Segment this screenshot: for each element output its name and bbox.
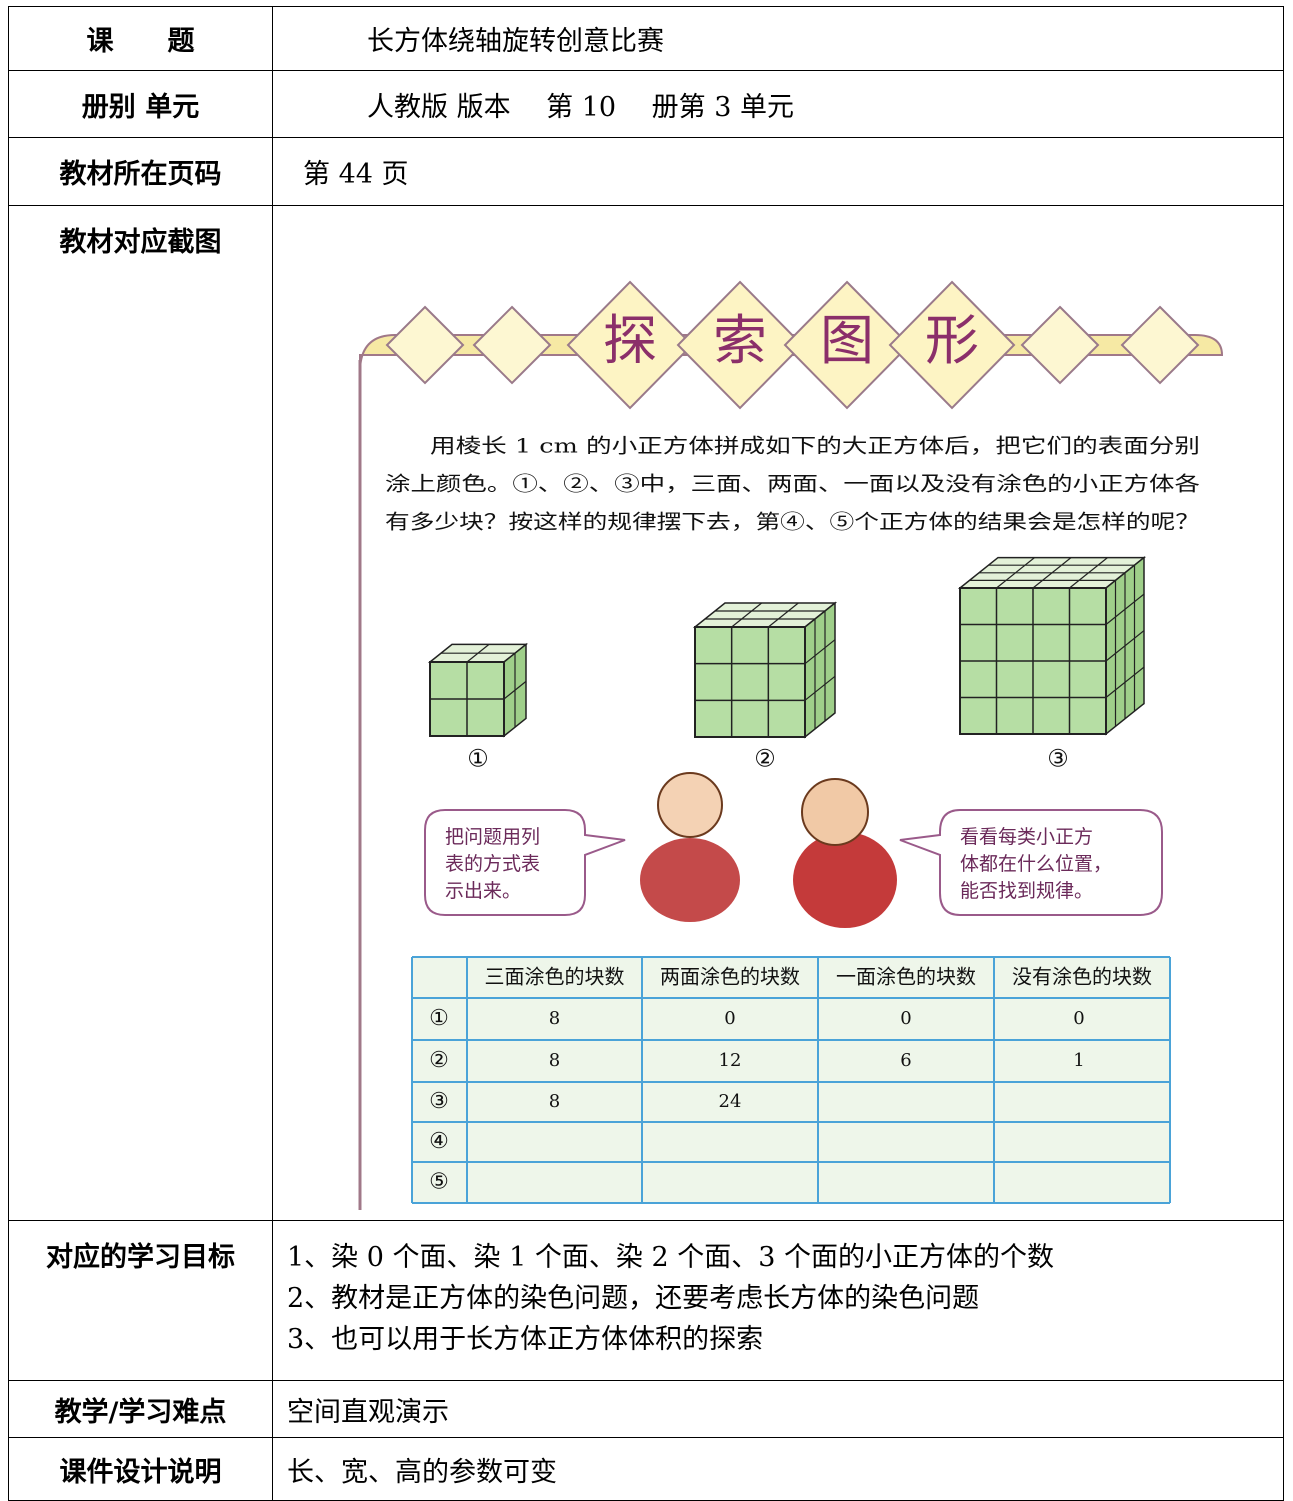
bubble-line: 看看每类小正方 (960, 826, 1093, 848)
cube-grid (1105, 666, 1145, 698)
speech-bubble (899, 809, 1163, 916)
goal-line: 2、教材是正方体的染色问题，还要考虑长方体的染色问题 (287, 1283, 980, 1314)
table-cell: 1 (1073, 1050, 1084, 1071)
banner-diamond (676, 280, 804, 410)
table-cell: 8 (549, 1050, 560, 1071)
banner-char: 形 (925, 309, 979, 372)
table-bg (412, 957, 1170, 1203)
paragraph-line: 涂上颜色。①、②、③中，三面、两面、一面以及没有涂色的小正方体各 (385, 472, 1200, 496)
bubble-line: 示出来。 (445, 880, 521, 902)
bubble-line: 能否找到规律。 (960, 880, 1093, 902)
table-header: 一面涂色的块数 (836, 965, 976, 989)
cube-label: ③ (1047, 745, 1069, 773)
paragraph-line: 用棱长 1 cm 的小正方体拼成如下的大正方体后，把它们的表面分别 (430, 434, 1200, 458)
table-cell: ② (429, 1048, 449, 1073)
row-label: 教材对应截图 (8, 205, 273, 1221)
goal-line: 1、染 0 个面、染 1 个面、染 2 个面、3 个面的小正方体的个数 (287, 1242, 1054, 1273)
cube-front (694, 626, 806, 738)
banner-diamond (783, 280, 911, 410)
banner-diamond (472, 305, 552, 385)
row-label: 教材所在页码 (8, 137, 273, 206)
table-cell: 8 (549, 1008, 560, 1029)
table-cell: 12 (719, 1050, 742, 1071)
girl-body (640, 838, 740, 922)
cube-label: ② (754, 745, 776, 773)
table-cell: 24 (719, 1091, 742, 1112)
table-cell: ⑤ (429, 1170, 449, 1195)
banner-char: 图 (820, 309, 874, 372)
goals: 1、染 0 个面、染 1 个面、染 2 个面、3 个面的小正方体的个数 2、教材… (272, 1220, 1284, 1381)
paragraph-line: 有多少块？按这样的规律摆下去，第④、⑤个正方体的结果会是怎样的呢？ (385, 510, 1200, 534)
row-label: 课 题 (8, 6, 273, 71)
row-label: 册别 单元 (8, 70, 273, 138)
cube-grid (731, 602, 763, 628)
goal-line: 3、也可以用于长方体正方体体积的探索 (287, 1324, 764, 1355)
banner-diamond (888, 280, 1016, 410)
bubble-line: 把问题用列 (445, 826, 540, 848)
banner-diamond (1020, 305, 1100, 385)
cube-label: ① (467, 745, 489, 773)
table-cell: 0 (724, 1008, 735, 1029)
table-cell: ① (429, 1006, 449, 1031)
cube-grid (804, 639, 836, 665)
table-cell: 0 (900, 1008, 911, 1029)
banner-diamond (385, 305, 465, 385)
row-label: 教学/学习难点 (8, 1380, 273, 1438)
row-value: 长、宽、高的参数可变 (272, 1437, 1284, 1501)
table-cell: ④ (429, 1129, 449, 1154)
table-header: 两面涂色的块数 (660, 965, 800, 989)
banner-char: 索 (713, 309, 767, 372)
row-value: 长方体绕轴旋转创意比赛 (272, 6, 1284, 71)
bubble-line: 表的方式表 (445, 853, 540, 875)
table-cell: 6 (900, 1050, 911, 1071)
row-label: 对应的学习目标 (8, 1220, 273, 1381)
bubble-line: 体都在什么位置， (960, 853, 1112, 875)
table-cell: 8 (549, 1091, 560, 1112)
row-value: 空间直观演示 (272, 1380, 1284, 1438)
row-label: 课件设计说明 (8, 1437, 273, 1501)
boy-body (793, 832, 897, 928)
banner-diamond (566, 280, 694, 410)
cube-grid (767, 602, 799, 628)
boy-head (801, 778, 869, 846)
cube-grid (804, 675, 836, 701)
banner-diamond (1120, 305, 1200, 385)
banner-char: 探 (603, 309, 657, 372)
table-header: 没有涂色的块数 (1012, 965, 1152, 989)
girl-head (657, 772, 723, 838)
table-cell: ③ (429, 1089, 449, 1114)
table-cell: 0 (1073, 1008, 1084, 1029)
row-value: 人教版 版本 第 10 册第 3 单元 (272, 70, 1284, 138)
cube-grid (1069, 557, 1108, 589)
table-header: 三面涂色的块数 (485, 965, 625, 989)
speech-bubble (424, 809, 626, 916)
textbook-figure: 探索图形用棱长 1 cm 的小正方体拼成如下的大正方体后，把它们的表面分别涂上颜… (358, 280, 1224, 1210)
row-value: 第 44 页 (272, 137, 1284, 206)
cube-side (804, 601, 836, 739)
